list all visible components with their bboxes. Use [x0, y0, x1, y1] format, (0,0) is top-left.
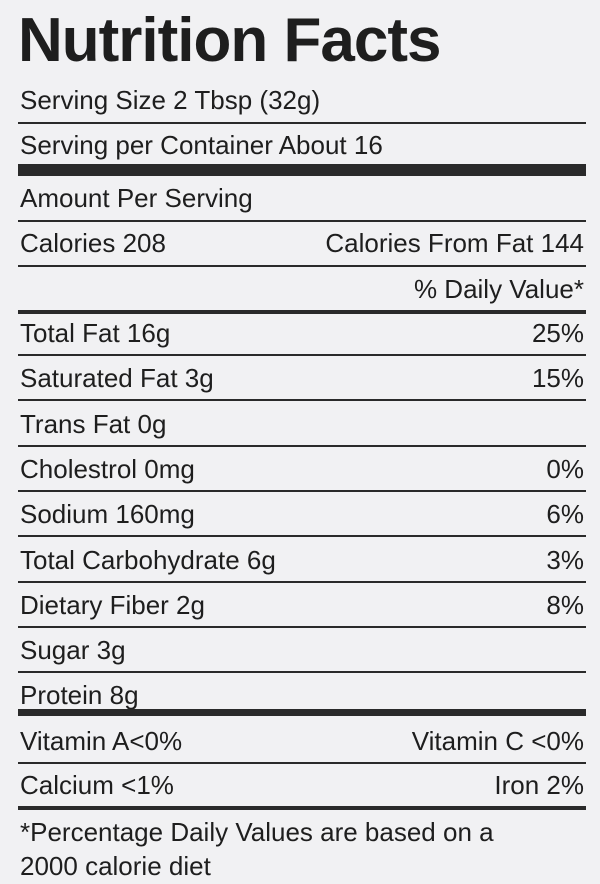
nutrient-dv: 15%: [531, 363, 584, 394]
nutrient-label: Dietary Fiber 2g: [20, 589, 205, 620]
vitamin-left: Vitamin A<0%: [20, 726, 183, 756]
nutrient-label: Total Carbohydrate 6g: [20, 544, 276, 575]
rule: [18, 399, 586, 402]
nutrient-dv: 8%: [546, 589, 584, 620]
amount-per-serving: Amount Per Serving: [20, 183, 253, 213]
serving-size: Serving Size 2 Tbsp (32g): [20, 85, 321, 115]
rule: [18, 122, 586, 124]
nutrient-label: Protein 8g: [20, 680, 139, 711]
footnote: *Percentage Daily Values are based on a: [20, 817, 494, 847]
rule: [18, 671, 586, 674]
daily-value-header: % Daily Value*: [413, 274, 584, 304]
nutrient-label: Trans Fat 0g: [20, 408, 167, 439]
servings-per-container: Serving per Container About 16: [20, 130, 383, 160]
vitamin-left: Calcium <1%: [20, 770, 174, 800]
rule: [18, 164, 586, 176]
nutrient-label: Cholestrol 0mg: [20, 453, 195, 484]
nutrient-label: Sodium 160mg: [20, 499, 195, 530]
nutrient-label: Total Fat 16g: [20, 318, 171, 348]
rule: [18, 265, 586, 267]
rule: [18, 535, 586, 538]
rule: [18, 354, 586, 356]
calories: Calories 208: [20, 228, 166, 258]
footnote: 2000 calorie diet: [20, 851, 211, 881]
nutrient-label: Saturated Fat 3g: [20, 363, 214, 394]
nutrient-dv: 25%: [531, 318, 584, 348]
rule: [18, 444, 586, 447]
rule: [18, 625, 586, 628]
nutrient-dv: 3%: [546, 544, 584, 575]
rule: [18, 489, 586, 492]
nutrient-dv: 6%: [546, 499, 584, 530]
rule: [18, 806, 586, 810]
rule: [18, 762, 586, 764]
vitamin-right: Vitamin C <0%: [411, 726, 584, 756]
rule: [18, 709, 586, 716]
rule: [18, 220, 586, 222]
calories-from-fat: Calories From Fat 144: [325, 228, 584, 258]
rule: [18, 310, 586, 314]
nutrient-dv: 0%: [546, 453, 584, 484]
title: Nutrition Facts: [18, 6, 441, 75]
nutrient-label: Sugar 3g: [20, 635, 126, 666]
vitamin-right: Iron 2%: [494, 770, 584, 800]
rule: [18, 580, 586, 583]
